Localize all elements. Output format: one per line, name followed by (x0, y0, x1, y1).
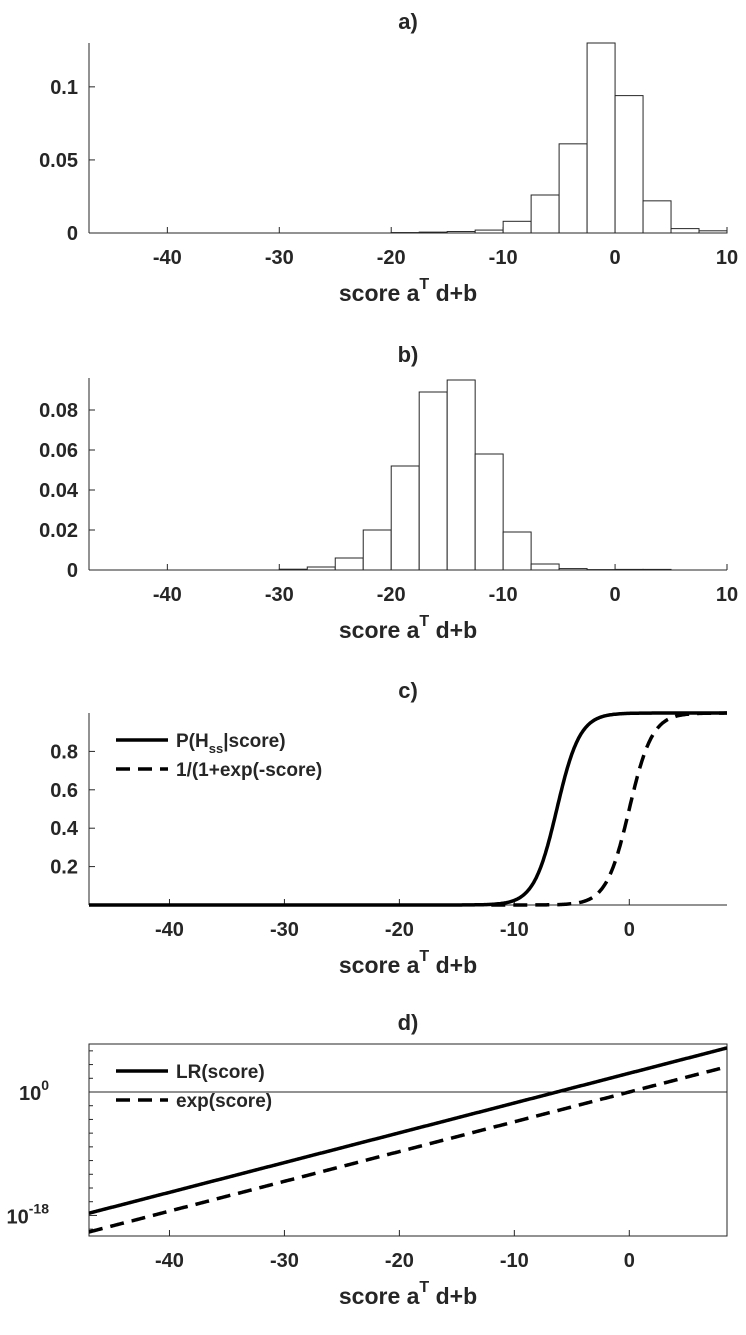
x-tick-label: 0 (624, 1250, 635, 1272)
histogram-bar (362, 529, 392, 571)
histogram-bar (614, 95, 644, 234)
series-line-solid (89, 711, 727, 907)
x-tick-label: -40 (153, 584, 182, 606)
histogram-bar (642, 568, 672, 571)
series-line-dashed (491, 711, 727, 907)
histogram-bar (530, 563, 560, 571)
x-tick-label: -30 (265, 247, 294, 269)
x-tick-label: -10 (500, 919, 529, 941)
histogram-bar (558, 143, 588, 234)
x-axis-label: score aT d+b (339, 1279, 477, 1309)
y-tick-label: 0.2 (50, 857, 78, 879)
series-line-solid (88, 1046, 728, 1215)
panel-c: c) -40 -30 -20 -10 0 0.2 0.4 0.6 0.8 score aT d+b P… (50, 678, 727, 978)
legend-label: P(Hss|score) (176, 731, 286, 756)
histogram-bar (670, 228, 700, 234)
x-tick-label: -10 (489, 247, 518, 269)
legend-label: 1/(1+exp(-score) (176, 760, 322, 781)
legend-label: exp(score) (176, 1091, 272, 1112)
x-tick-label: -20 (385, 1250, 414, 1272)
histogram-bar (306, 566, 336, 571)
y-tick-label: 0.05 (39, 150, 78, 172)
y-tick-label: 0.6 (50, 780, 78, 802)
y-tick-label: 0.1 (50, 77, 78, 99)
x-axis-label: score aT d+b (339, 276, 477, 306)
panel-title: d) (398, 1010, 419, 1035)
histogram-bar (418, 391, 448, 571)
x-tick-label: -40 (153, 247, 182, 269)
x-tick-label: -30 (265, 584, 294, 606)
x-tick-label: -40 (155, 1250, 184, 1272)
histogram-bar (642, 200, 672, 234)
x-tick-label: -20 (385, 919, 414, 941)
y-tick-label: 0 (67, 560, 78, 582)
histogram-bar (558, 568, 588, 571)
histogram-bar (530, 194, 560, 234)
legend-label: LR(score) (176, 1062, 265, 1083)
x-tick-label: -20 (377, 247, 406, 269)
x-axis-label: score aT d+b (339, 948, 477, 978)
x-tick-label: -40 (155, 919, 184, 941)
x-axis-label: score aT d+b (339, 613, 477, 643)
panel-title: b) (398, 342, 419, 367)
histogram-bar (334, 557, 364, 571)
histogram-bar (418, 231, 448, 234)
y-tick-label: 0.06 (39, 440, 78, 462)
y-tick-label: 0.02 (39, 520, 78, 542)
histogram-bar (446, 379, 476, 571)
x-tick-label: -30 (270, 1250, 299, 1272)
y-tick-label: 0 (67, 223, 78, 245)
y-tick-label: 100 (19, 1077, 49, 1105)
x-tick-label: -10 (489, 584, 518, 606)
x-tick-label: 0 (624, 919, 635, 941)
histogram-bar (698, 230, 728, 234)
x-tick-label: 10 (716, 247, 738, 269)
panel-title: c) (398, 678, 418, 703)
x-tick-label: 10 (716, 584, 738, 606)
histogram-bar (614, 568, 644, 571)
histogram-bar (474, 453, 504, 571)
x-tick-label: 0 (610, 584, 621, 606)
histogram-bar (390, 465, 420, 571)
histogram-bar (502, 531, 532, 571)
histogram-bar (502, 220, 532, 234)
y-tick-label: 0.08 (39, 400, 78, 422)
axes-box (88, 1043, 728, 1237)
histogram-bar (278, 568, 308, 571)
histogram-bar (586, 42, 616, 234)
panel-title: a) (398, 9, 418, 34)
x-tick-label: -10 (500, 1250, 529, 1272)
y-tick-label: 0.4 (50, 818, 79, 840)
histogram-bar (446, 231, 476, 234)
y-tick-label: 10-18 (7, 1200, 50, 1228)
x-tick-label: -20 (377, 584, 406, 606)
panel-b: b) -40 -30 -20 -10 0 10 0 0.02 0.04 0.06 0.08 score … (39, 342, 738, 643)
histogram-bar (474, 229, 504, 234)
x-tick-label: -30 (270, 919, 299, 941)
panel-d: d) -40 -30 -20 -10 0 100 10-18 score aT d+b LR(sc… (7, 1010, 728, 1309)
x-tick-label: 0 (610, 247, 621, 269)
y-tick-label: 0.8 (50, 741, 78, 763)
panel-a: a) -40 -30 -20 -10 0 10 0 0.05 0.1 score aT d+b (39, 9, 738, 306)
y-tick-label: 0.04 (39, 480, 79, 502)
